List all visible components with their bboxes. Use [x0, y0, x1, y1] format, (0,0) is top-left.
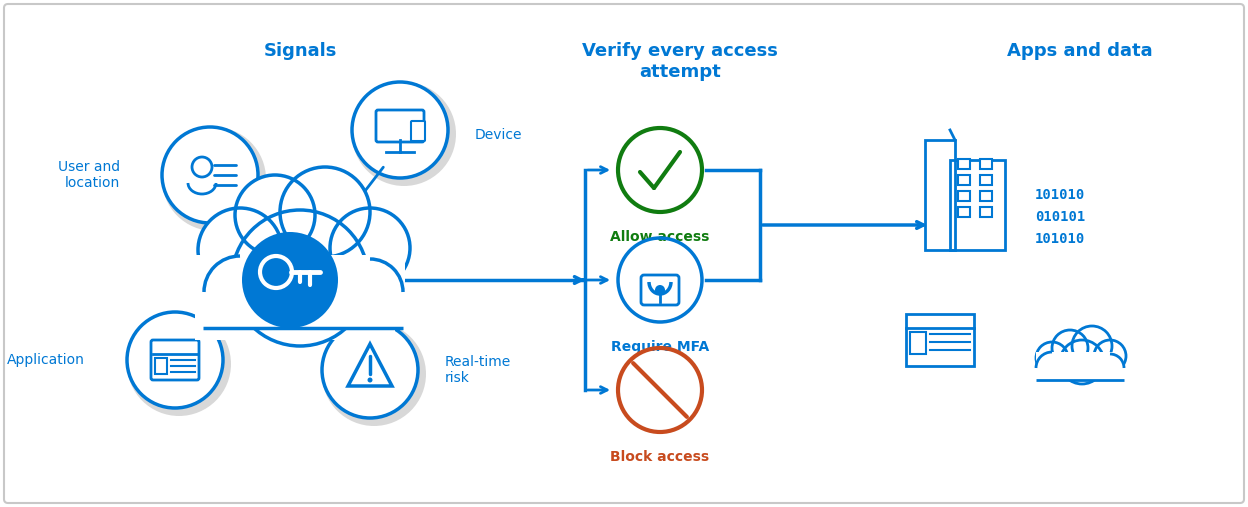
Text: Application: Application — [7, 353, 85, 367]
FancyBboxPatch shape — [906, 314, 973, 366]
Circle shape — [1052, 330, 1088, 366]
Circle shape — [127, 312, 223, 408]
Bar — [1036, 352, 1124, 380]
Circle shape — [1072, 326, 1112, 366]
Circle shape — [232, 210, 368, 346]
Circle shape — [235, 175, 314, 255]
Text: User and
location: User and location — [57, 160, 120, 190]
Text: Block access: Block access — [610, 450, 710, 464]
Bar — [195, 255, 406, 330]
Circle shape — [242, 232, 338, 328]
Circle shape — [367, 378, 372, 382]
Circle shape — [162, 127, 266, 231]
Bar — [980, 159, 992, 169]
Text: 101010: 101010 — [1035, 188, 1085, 202]
Circle shape — [127, 312, 231, 416]
Text: Allow access: Allow access — [610, 230, 710, 244]
Text: Device: Device — [475, 128, 523, 142]
Circle shape — [280, 167, 369, 257]
Circle shape — [329, 208, 411, 288]
Text: Real-time
risk: Real-time risk — [446, 355, 512, 385]
Bar — [958, 175, 970, 185]
Bar — [1036, 356, 1124, 386]
Circle shape — [352, 82, 448, 178]
Bar — [910, 332, 926, 354]
Text: Verify every access
attempt: Verify every access attempt — [582, 42, 778, 81]
Circle shape — [198, 208, 282, 292]
Circle shape — [268, 264, 285, 280]
Circle shape — [1094, 340, 1126, 372]
Bar — [958, 159, 970, 169]
Bar — [980, 191, 992, 201]
FancyBboxPatch shape — [376, 110, 424, 142]
Bar — [958, 191, 970, 201]
Bar — [980, 175, 992, 185]
FancyBboxPatch shape — [4, 4, 1244, 503]
Bar — [195, 260, 396, 340]
Bar — [980, 207, 992, 217]
Circle shape — [352, 82, 456, 186]
Bar — [958, 207, 970, 217]
Circle shape — [1060, 340, 1104, 384]
Text: 101010: 101010 — [1035, 232, 1085, 246]
FancyBboxPatch shape — [641, 275, 679, 305]
Circle shape — [655, 285, 665, 295]
FancyBboxPatch shape — [411, 121, 426, 141]
FancyBboxPatch shape — [151, 340, 198, 380]
Text: 010101: 010101 — [1035, 210, 1085, 224]
Text: Signals: Signals — [263, 42, 337, 60]
Circle shape — [162, 127, 258, 223]
Circle shape — [322, 322, 418, 418]
Circle shape — [1036, 342, 1068, 374]
Text: Apps and data: Apps and data — [1007, 42, 1153, 60]
FancyBboxPatch shape — [155, 358, 167, 374]
Text: Require MFA: Require MFA — [610, 340, 709, 354]
Circle shape — [322, 322, 426, 426]
